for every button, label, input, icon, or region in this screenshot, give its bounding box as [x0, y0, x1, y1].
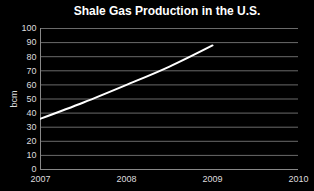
- html-text:Shale Gas Production in the U.: Shale Gas Production in the U.S.: [73, 4, 261, 18]
- svg-text:50: 50: [26, 94, 36, 104]
- svg-text:70: 70: [26, 66, 36, 76]
- svg-text:2008: 2008: [116, 174, 136, 184]
- svg-text:2009: 2009: [202, 174, 222, 184]
- svg-text:60: 60: [26, 80, 36, 90]
- svg-text:10: 10: [26, 150, 36, 160]
- svg-text:40: 40: [26, 108, 36, 118]
- svg-text:30: 30: [26, 122, 36, 132]
- svg-text:100: 100: [21, 23, 36, 33]
- svg-text:80: 80: [26, 52, 36, 62]
- svg-text:bcm: bcm: [9, 90, 19, 107]
- svg-text:90: 90: [26, 37, 36, 47]
- svg-text:20: 20: [26, 136, 36, 146]
- svg-text:2007: 2007: [30, 174, 50, 184]
- svg-text:0: 0: [31, 164, 36, 174]
- svg-text:2010: 2010: [288, 174, 308, 184]
